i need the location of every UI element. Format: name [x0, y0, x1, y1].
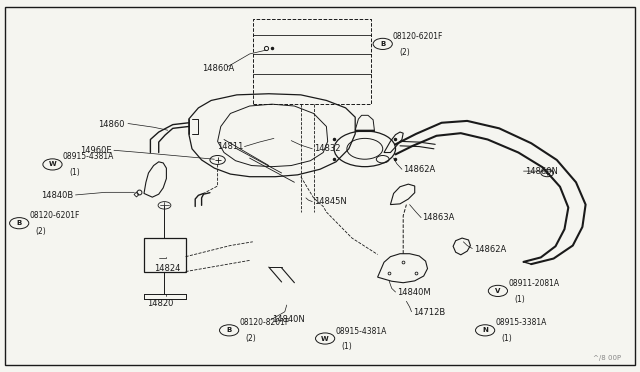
Text: (1): (1) — [515, 295, 525, 304]
Text: (1): (1) — [69, 168, 80, 177]
Text: W: W — [321, 336, 329, 341]
Text: B: B — [17, 220, 22, 226]
Text: 08915-4381A: 08915-4381A — [63, 153, 114, 161]
Text: 14832: 14832 — [314, 144, 340, 153]
Text: 14860A: 14860A — [202, 64, 234, 73]
Text: 08120-8201F: 08120-8201F — [239, 318, 290, 327]
Text: 14712B: 14712B — [413, 308, 445, 317]
Text: 14820: 14820 — [147, 299, 173, 308]
Text: 14862A: 14862A — [403, 165, 435, 174]
Text: 14840B: 14840B — [42, 191, 74, 200]
Text: B: B — [227, 327, 232, 333]
Text: 08911-2081A: 08911-2081A — [508, 279, 559, 288]
Text: 08120-6201F: 08120-6201F — [393, 32, 444, 41]
Text: 14862A: 14862A — [474, 245, 506, 254]
Text: N: N — [482, 327, 488, 333]
Text: 14824: 14824 — [154, 264, 180, 273]
Text: ^/8 00P: ^/8 00P — [593, 355, 621, 361]
Text: V: V — [495, 288, 500, 294]
Text: B: B — [380, 41, 385, 47]
Text: 14960E: 14960E — [81, 146, 112, 155]
Text: 14845N: 14845N — [314, 197, 346, 206]
Text: (2): (2) — [399, 48, 410, 57]
Text: (2): (2) — [246, 334, 257, 343]
Text: 08120-6201F: 08120-6201F — [29, 211, 80, 220]
Text: 14860: 14860 — [99, 120, 125, 129]
Bar — [144, 238, 186, 272]
Text: (2): (2) — [36, 227, 47, 236]
Text: (1): (1) — [342, 342, 353, 351]
Text: 08915-3381A: 08915-3381A — [495, 318, 547, 327]
Text: W: W — [49, 161, 56, 167]
Text: 14840N: 14840N — [272, 315, 305, 324]
Text: (1): (1) — [502, 334, 513, 343]
Text: 14840M: 14840M — [397, 288, 431, 296]
Text: 14863A: 14863A — [422, 213, 455, 222]
Text: 14811: 14811 — [217, 142, 243, 151]
Text: 08915-4381A: 08915-4381A — [335, 327, 387, 336]
Text: 14860N: 14860N — [525, 167, 557, 176]
